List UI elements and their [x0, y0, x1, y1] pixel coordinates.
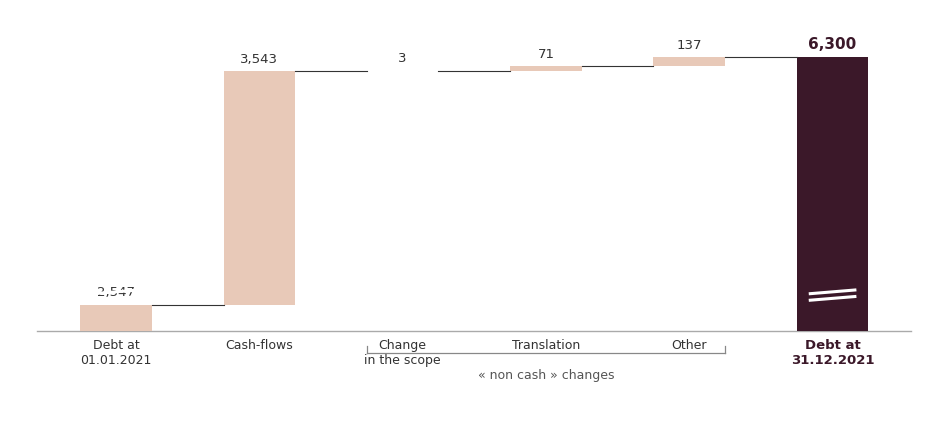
- Text: 3: 3: [398, 52, 407, 65]
- Bar: [654, 57, 725, 66]
- Text: 71: 71: [538, 47, 554, 61]
- Text: « non cash » changes: « non cash » changes: [478, 369, 614, 382]
- Text: 137: 137: [676, 39, 702, 52]
- Bar: [223, 71, 295, 304]
- Text: 6,300: 6,300: [808, 36, 857, 52]
- Text: 2,547: 2,547: [97, 286, 135, 299]
- Text: 3,543: 3,543: [240, 53, 278, 66]
- Bar: [511, 66, 582, 71]
- Bar: [80, 304, 152, 331]
- Bar: [797, 57, 869, 331]
